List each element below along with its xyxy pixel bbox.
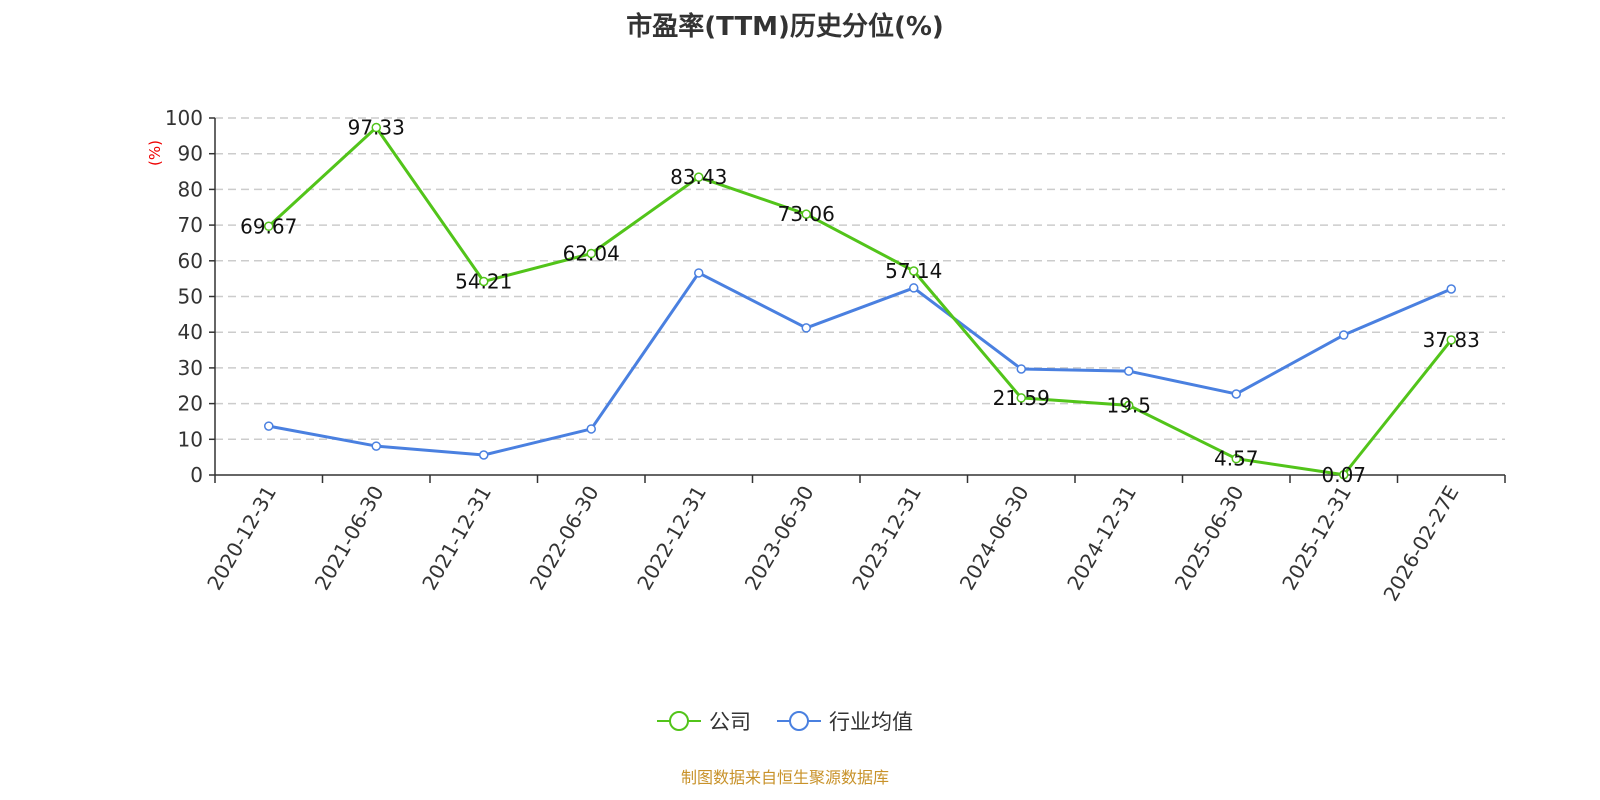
data-label: 73.06: [778, 202, 835, 226]
series-line-行业均值: [268, 271, 1452, 457]
data-label: 57.14: [885, 259, 942, 283]
legend-item[interactable]: 公司: [657, 706, 751, 736]
legend: 公司 行业均值: [0, 706, 1570, 736]
data-label: 97.33: [348, 116, 405, 140]
data-point: [586, 248, 596, 259]
y-tick-label: 100: [165, 106, 203, 130]
y-tick-label: 30: [178, 356, 203, 380]
y-tick-label: 60: [178, 249, 203, 273]
data-point: [1124, 400, 1134, 411]
data-label: 21.59: [993, 386, 1050, 410]
data-point: [586, 424, 596, 434]
legend-item[interactable]: 行业均值: [777, 706, 913, 736]
y-tick-label: 50: [178, 285, 203, 309]
data-point: [1446, 284, 1456, 294]
x-tick-label: 2021-12-31: [417, 482, 496, 595]
data-label: 37.83: [1423, 328, 1480, 352]
data-label: 69.67: [240, 214, 297, 238]
data-point: [1016, 393, 1026, 403]
data-point: [909, 266, 919, 276]
data-point: [371, 122, 381, 133]
x-tick-label: 2026-02-27E: [1378, 482, 1463, 606]
data-label: 4.57: [1214, 447, 1259, 471]
data-label: 54.21: [455, 269, 512, 293]
y-tick-label: 20: [178, 392, 203, 416]
x-tick-label: 2021-06-30: [310, 482, 389, 595]
y-tick-label: 10: [178, 427, 203, 451]
data-point: [694, 172, 704, 182]
legend-label: 公司: [709, 710, 751, 734]
data-label: 62.04: [563, 242, 620, 266]
data-point: [479, 450, 489, 460]
source-note: 制图数据来自恒生聚源数据库: [680, 768, 889, 787]
data-point: [694, 268, 704, 278]
data-point: [1231, 453, 1241, 464]
data-point: [264, 221, 274, 232]
data-point: [479, 276, 489, 287]
x-tick-label: 2025-06-30: [1170, 482, 1249, 595]
data-point: [1339, 470, 1349, 480]
legend-line-circle-icon: [777, 711, 821, 731]
x-tick-label: 2024-06-30: [955, 482, 1034, 595]
x-tick-label: 2024-12-31: [1062, 482, 1141, 595]
data-point: [1446, 335, 1456, 345]
x-tick-label: 2025-12-31: [1277, 482, 1356, 595]
data-label: 83.43: [670, 165, 727, 189]
data-point: [264, 421, 274, 431]
x-tick-label: 2020-12-31: [202, 482, 281, 595]
data-point: [1231, 389, 1241, 399]
x-tick-label: 2023-12-31: [847, 482, 926, 595]
data-point: [1124, 366, 1134, 376]
data-point: [1339, 330, 1349, 340]
y-tick-label: 80: [178, 177, 203, 201]
legend-line-circle-icon: [657, 711, 701, 731]
y-tick-label: 0: [190, 463, 203, 487]
chart-title: 市盈率(TTM)历史分位(%): [626, 12, 944, 42]
x-tick-label: 2022-06-30: [525, 482, 604, 595]
series-line-公司: [267, 126, 1453, 477]
data-point: [371, 441, 381, 451]
data-label: 0.07: [1321, 463, 1366, 487]
data-point: [801, 323, 811, 333]
data-point: [909, 283, 919, 293]
x-tick-label: 2022-12-31: [632, 482, 711, 595]
data-point: [801, 209, 811, 219]
legend-label: 行业均值: [829, 710, 913, 734]
y-axis-label: (%): [146, 140, 164, 166]
data-point: [1016, 364, 1026, 374]
y-tick-label: 40: [178, 320, 203, 344]
x-tick-label: 2023-06-30: [740, 482, 819, 595]
y-tick-label: 90: [178, 142, 203, 166]
data-label: 19.5: [1106, 393, 1151, 417]
y-tick-label: 70: [178, 213, 203, 237]
